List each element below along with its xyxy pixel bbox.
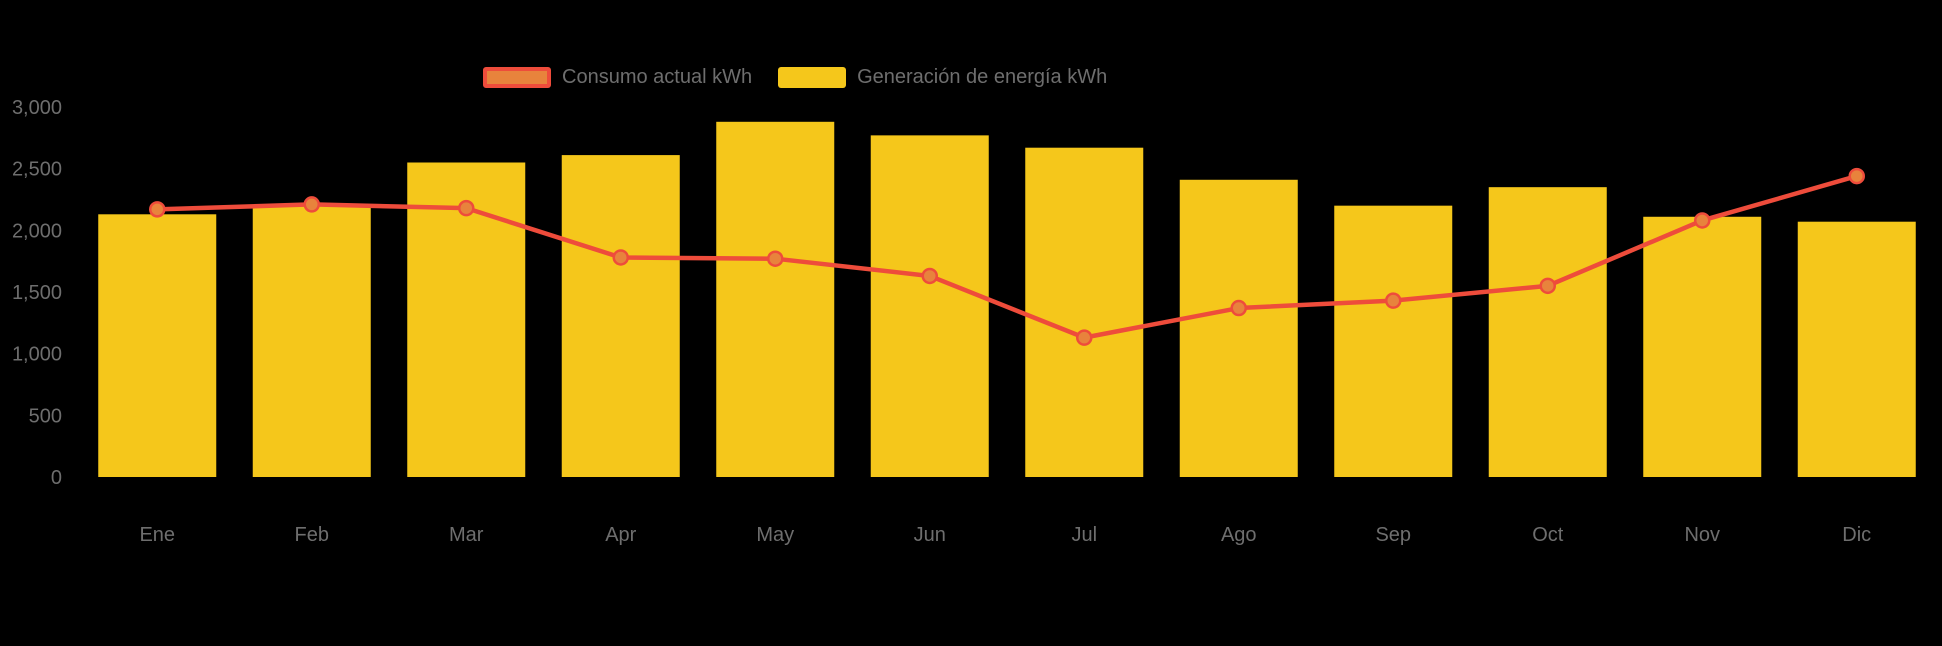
bar-generacion (1334, 205, 1453, 477)
legend-label-consumo: Consumo actual kWh (562, 66, 753, 88)
x-axis-tick-label: Mar (449, 524, 484, 546)
x-axis-tick-label: May (756, 524, 794, 546)
bar-generacion (252, 205, 371, 477)
line-marker-consumo (458, 199, 475, 217)
bar-generacion (1643, 216, 1762, 477)
x-axis-tick-label: Ago (1221, 524, 1257, 546)
bar-generacion (1179, 179, 1298, 477)
line-marker-consumo (303, 196, 320, 213)
bar-generacion (1797, 221, 1916, 477)
y-axis-tick-label: 500 (29, 405, 62, 427)
y-axis-tick-label: 1,000 (12, 344, 62, 366)
legend-swatch-generacion (778, 67, 847, 88)
y-axis-tick-label: 1,500 (12, 282, 62, 304)
x-axis-tick-label: Jul (1071, 524, 1097, 546)
y-axis-tick-label: 3,000 (12, 97, 62, 119)
x-axis-tick-label: Jun (914, 524, 946, 546)
x-axis-tick-label: Feb (295, 524, 329, 546)
x-axis-tick-label: Sep (1375, 524, 1411, 546)
bar-generacion (716, 121, 835, 478)
line-marker-consumo (612, 249, 629, 266)
line-marker-consumo (1848, 167, 1865, 185)
line-marker-consumo (1694, 212, 1711, 229)
legend-swatch-consumo (483, 67, 551, 88)
bar-generacion (1488, 187, 1607, 477)
x-axis-tick-label: Apr (605, 524, 636, 546)
line-marker-consumo (149, 201, 166, 218)
x-axis-tick-label: Ene (139, 524, 175, 546)
bar-generacion (870, 135, 989, 477)
bar-generacion (98, 214, 217, 478)
line-marker-consumo (1076, 329, 1093, 346)
bar-generacion (1025, 147, 1144, 477)
x-axis-tick-label: Nov (1684, 524, 1720, 546)
line-marker-consumo (921, 267, 938, 285)
legend-item-consumo[interactable]: Consumo actual kWh (483, 66, 752, 89)
line-marker-consumo (1230, 299, 1247, 317)
bar-generacion (561, 155, 680, 477)
y-axis-tick-label: 2,000 (12, 220, 62, 242)
x-axis-tick-label: Oct (1532, 524, 1564, 546)
chart-legend: Consumo actual kWh Generación de energía… (483, 66, 1107, 89)
legend-label-generacion: Generación de energía kWh (857, 66, 1108, 88)
x-axis-tick-label: Dic (1842, 524, 1871, 546)
y-axis-tick-label: 2,500 (12, 159, 62, 181)
y-axis-tick-label: 0 (51, 467, 62, 489)
line-marker-consumo (1385, 292, 1402, 309)
legend-item-generacion[interactable]: Generación de energía kWh (778, 66, 1107, 89)
line-marker-consumo (767, 250, 784, 267)
line-marker-consumo (1539, 277, 1556, 295)
line-consumo (155, 173, 1859, 340)
